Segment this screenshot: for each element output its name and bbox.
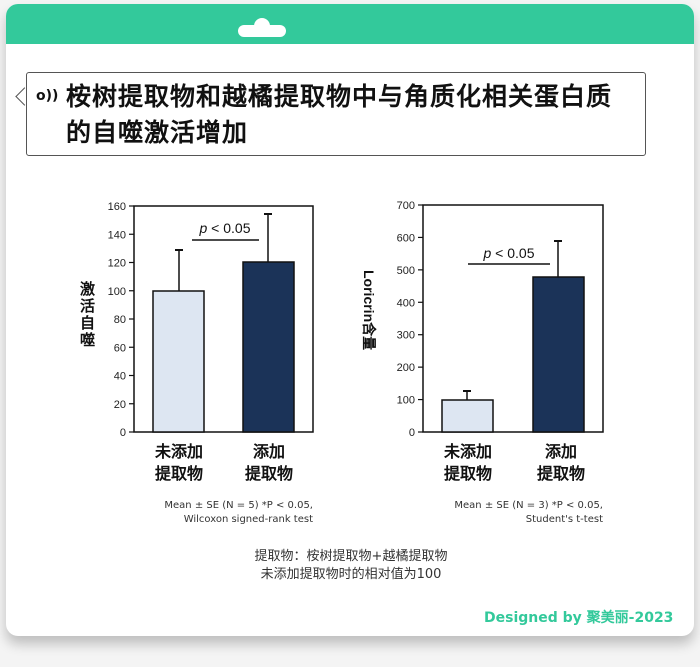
left-xlabel-treated: 添加 提取物: [244, 442, 293, 483]
right-xlabel-untreated: 未添加 提取物: [443, 442, 492, 483]
right-stats-note: Mean ± SE (N = 3) *P < 0.05, Student's t…: [454, 500, 603, 525]
left-y-ticks: 0 20 40 60 80 100 120 140 160: [108, 201, 134, 439]
left-chart: 0 20 40 60 80 100 120 140 160 p < 0.05: [108, 201, 314, 439]
svg-text:0: 0: [120, 427, 126, 439]
svg-text:700: 700: [397, 200, 415, 212]
svg-text:600: 600: [397, 232, 415, 244]
right-chart: 0 100 200 300 400 500 600 700 p < 0.05 Loricrin…: [361, 200, 604, 439]
svg-text:100: 100: [397, 395, 415, 407]
svg-text:400: 400: [397, 297, 415, 309]
header-bar: [6, 4, 694, 44]
svg-text:40: 40: [114, 371, 126, 383]
left-stats-note: Mean ± SE (N = 5) *P < 0.05, Wilcoxon si…: [164, 500, 313, 525]
left-bar-untreated: [152, 290, 205, 433]
svg-text:140: 140: [108, 229, 126, 241]
right-pvalue: p < 0.05: [483, 245, 535, 261]
right-bar-treated: [532, 276, 585, 433]
svg-text:80: 80: [114, 314, 126, 326]
svg-text:200: 200: [397, 362, 415, 374]
svg-text:20: 20: [114, 399, 126, 411]
caption: 提取物：桉树提取物+越橘提取物 未添加提取物时的相对值为100: [254, 549, 448, 582]
svg-text:100: 100: [108, 286, 126, 298]
right-xlabel-treated: 添加 提取物: [536, 442, 585, 483]
footer-credit: Designed by 聚美丽-2023: [484, 610, 674, 626]
title-box: [26, 72, 646, 156]
right-chart-frame: [422, 204, 604, 433]
svg-text:120: 120: [108, 258, 126, 270]
hanger-bar: [238, 25, 286, 37]
svg-text:160: 160: [108, 201, 126, 213]
right-y-ticks: 0 100 200 300 400 500 600 700: [397, 200, 423, 439]
right-bar-untreated: [441, 399, 494, 433]
svg-text:0: 0: [409, 427, 415, 439]
left-pvalue: p < 0.05: [199, 220, 251, 236]
svg-text:300: 300: [397, 330, 415, 342]
right-y-axis-label: Loricrin含量: [361, 270, 377, 350]
left-bar-treated: [242, 261, 295, 433]
svg-text:60: 60: [114, 342, 126, 354]
speaker-waves-icon: o)): [36, 88, 59, 104]
svg-text:500: 500: [397, 265, 415, 277]
left-y-axis-label: 激 活 自 噬: [80, 280, 96, 349]
left-xlabel-untreated: 未添加 提取物: [154, 442, 203, 483]
page-title: 桉树提取物和越橘提取物中与角质化相关蛋白质的自噬激活增加: [66, 82, 613, 147]
